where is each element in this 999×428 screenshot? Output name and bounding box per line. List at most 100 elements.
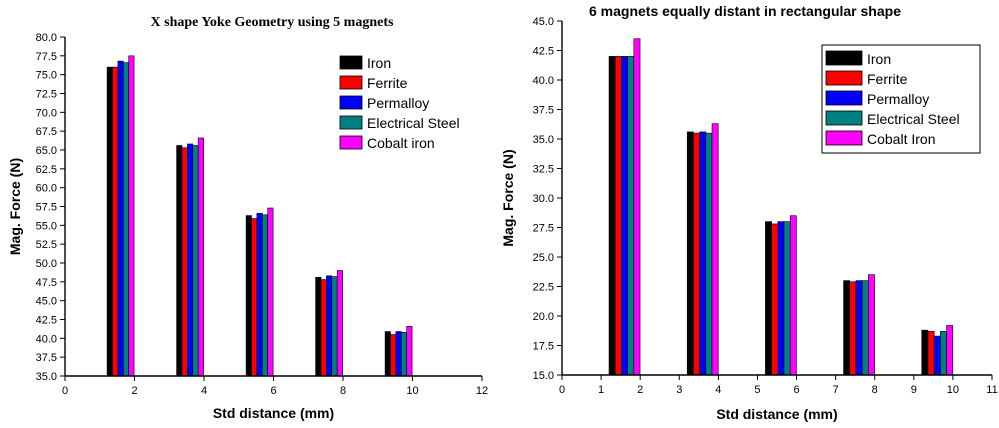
y-tick-label: 30.0: [533, 193, 554, 205]
x-tick-label: 2: [131, 385, 137, 397]
legend-swatch: [825, 70, 863, 86]
legend-swatch: [339, 75, 363, 90]
y-tick-label: 27.5: [533, 223, 554, 235]
y-tick-label: 77.5: [36, 51, 57, 63]
bar-cobalt-iron-4: [336, 270, 343, 377]
legend: Iron Ferrite Permalloy Electrical Steel Coba…: [821, 44, 981, 154]
y-tick-label: 17.5: [533, 341, 554, 353]
legend-swatch: [825, 130, 863, 146]
legend-swatch: [339, 95, 363, 110]
y-tick-label: 50.0: [36, 258, 57, 270]
bar-cobalt-iron-5: [406, 325, 413, 377]
y-tick-label: 45.0: [533, 16, 554, 28]
y-tick-label: 35.0: [533, 134, 554, 146]
bar-iron-5: [384, 331, 391, 377]
bar-ferrite-4: [320, 279, 327, 377]
bar-cobalt-iron-3: [267, 207, 274, 377]
bar-ferrite-3: [251, 218, 258, 377]
x-tick-label: 3: [676, 384, 682, 396]
y-tick-label: 45.0: [36, 296, 57, 308]
bar-electrical-steel-2: [705, 132, 713, 376]
y-tick-label: 72.5: [36, 89, 57, 101]
bar-electrical-steel-4: [331, 276, 338, 377]
y-tick-label: 57.5: [36, 202, 57, 214]
y-tick-label: 40.0: [533, 75, 554, 87]
legend-label: Cobalt Iron: [867, 131, 935, 147]
bar-ferrite-1: [614, 56, 622, 376]
bar-electrical-steel-2: [192, 145, 199, 377]
bar-iron-2: [686, 131, 694, 376]
x-tick-label: 6: [270, 385, 276, 397]
legend-label: Electrical Steel: [867, 111, 960, 127]
y-tick-label: 47.5: [36, 277, 57, 289]
x-tick-label: 10: [406, 385, 418, 397]
legend-swatch: [825, 90, 863, 106]
y-tick-label: 65.0: [36, 145, 57, 157]
x-tick-label: 9: [911, 384, 917, 396]
y-tick-label: 80.0: [36, 32, 57, 44]
bar-ferrite-5: [927, 331, 935, 376]
bar-cobalt-iron-1: [128, 55, 135, 377]
y-tick-label: 40.0: [36, 333, 57, 345]
x-tick-label: 8: [340, 385, 346, 397]
legend-label: Iron: [367, 55, 391, 71]
legend-swatch: [825, 110, 863, 126]
x-tick-label: 8: [872, 384, 878, 396]
bar-electrical-steel-3: [261, 214, 268, 377]
bar-permalloy-4: [855, 280, 863, 376]
x-tick-label: 0: [62, 385, 68, 397]
y-tick-label: 42.5: [533, 46, 554, 58]
bar-electrical-steel-3: [783, 221, 791, 376]
legend-swatch: [339, 115, 363, 130]
bar-iron-1: [608, 56, 616, 376]
bar-permalloy-5: [933, 335, 941, 376]
bar-iron-2: [176, 145, 183, 377]
bar-iron-5: [921, 329, 929, 376]
bar-ferrite-1: [112, 66, 119, 377]
y-tick-label: 42.5: [36, 315, 57, 327]
x-tick-label: 4: [715, 384, 721, 396]
y-tick-label: 70.0: [36, 107, 57, 119]
x-tick-label: 1: [598, 384, 604, 396]
bar-ferrite-4: [849, 281, 857, 376]
chart-title: 6 magnets equally distant in rectangular…: [589, 3, 901, 19]
bar-permalloy-3: [256, 212, 263, 377]
y-tick-label: 37.5: [36, 352, 57, 364]
y-tick-label: 55.0: [36, 220, 57, 232]
chart-1: X shape Yoke Geometry using 5 magnets 35.…: [7, 15, 488, 421]
bar-electrical-steel-5: [940, 331, 947, 376]
y-tick-label: 15.0: [533, 370, 554, 382]
bar-permalloy-5: [395, 331, 402, 377]
bar-permalloy-1: [621, 56, 628, 376]
chart-2: 6 magnets equally distant in rectangular…: [500, 3, 998, 422]
bar-ferrite-5: [390, 334, 397, 377]
y-tick-label: 35.0: [36, 371, 57, 383]
y-tick-label: 52.5: [36, 239, 57, 251]
bar-ferrite-2: [181, 147, 188, 377]
x-axis-title: Std distance (mm): [716, 406, 837, 422]
y-axis-title: Mag. Force (N): [500, 149, 516, 246]
bar-cobalt-iron-4: [868, 274, 875, 376]
legend: Iron Ferrite Permalloy Electrical Steel Coba…: [339, 55, 460, 151]
bar-permalloy-1: [117, 60, 124, 377]
y-tick-label: 20.0: [533, 311, 554, 323]
legend-swatch: [825, 50, 863, 66]
bar-iron-3: [765, 221, 772, 376]
x-tick-label: 4: [201, 385, 207, 397]
bar-iron-3: [245, 215, 252, 377]
bar-electrical-steel-4: [861, 280, 869, 376]
bar-permalloy-2: [187, 143, 194, 377]
x-tick-label: 11: [986, 384, 997, 396]
legend-swatch: [339, 55, 363, 70]
y-tick-label: 62.5: [36, 164, 57, 176]
y-axis-title: Mag. Force (N): [7, 158, 23, 255]
y-tick-label: 67.5: [36, 126, 57, 138]
bar-iron-4: [843, 280, 851, 376]
bar-cobalt-iron-2: [197, 137, 204, 377]
bar-ferrite-3: [771, 223, 779, 376]
legend-label: Permalloy: [367, 95, 429, 111]
bar-cobalt-iron-3: [789, 215, 797, 376]
bar-electrical-steel-5: [400, 332, 407, 377]
y-tick-label: 60.0: [36, 183, 57, 195]
y-tick-label: 32.5: [533, 164, 554, 176]
